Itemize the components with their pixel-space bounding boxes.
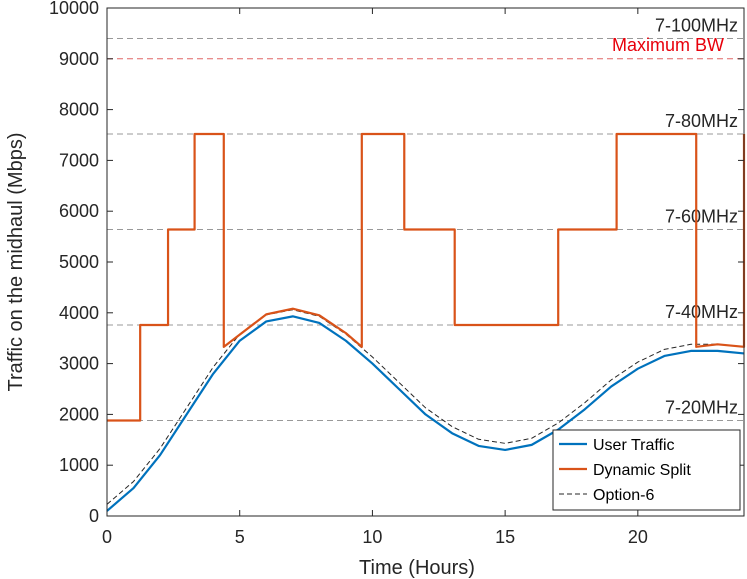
y-axis-title: Traffic on the midhaul (Mbps) — [5, 133, 27, 392]
legend-label: Option-6 — [593, 487, 654, 504]
reference-line-label: 7-60MHz — [665, 206, 738, 226]
y-tick-label: 7000 — [59, 150, 99, 170]
y-tick-label: 4000 — [59, 303, 99, 323]
x-tick-label: 20 — [628, 527, 648, 547]
y-tick-label: 8000 — [59, 100, 99, 120]
reference-line-label: 7-20MHz — [665, 397, 738, 417]
legend: User Traffic Dynamic Split Option-6 — [552, 429, 741, 511]
series-line-user-traffic — [106, 315, 745, 512]
y-tick-label: 3000 — [59, 354, 99, 374]
series-line-option-6 — [106, 309, 745, 505]
reference-line-label: 7-100MHz — [655, 15, 738, 35]
series-line-dynamic-split — [107, 132, 746, 422]
reference-line-label: 7-80MHz — [665, 111, 738, 131]
x-tick-label: 15 — [495, 527, 515, 547]
x-tick-label: 5 — [235, 527, 245, 547]
y-tick-label: 1000 — [59, 455, 99, 475]
y-tick-label: 0 — [89, 506, 99, 526]
series-layer — [106, 132, 746, 512]
legend-label: User Traffic — [593, 437, 675, 454]
y-tick-label: 6000 — [59, 201, 99, 221]
y-tick-label: 10000 — [49, 0, 99, 18]
legend-label: Dynamic Split — [593, 462, 691, 479]
y-tick-label: 2000 — [59, 404, 99, 424]
reference-line-label: 7-40MHz — [665, 302, 738, 322]
x-tick-label: 10 — [362, 527, 382, 547]
max-bw-label: Maximum BW — [612, 35, 724, 55]
y-tick-label: 9000 — [59, 49, 99, 69]
x-tick-label: 0 — [102, 527, 112, 547]
reference-lines: 7-20MHz 7-40MHz 7-60MHz 7-80MHz 7-100MHzMaxi… — [107, 15, 744, 421]
axis-ticks: 0 5 10 15 20 0 1000 2000 3000 4000 5000 6000 7000 800… — [49, 0, 744, 547]
x-axis-title: Time (Hours) — [359, 557, 475, 579]
y-tick-label: 5000 — [59, 252, 99, 272]
